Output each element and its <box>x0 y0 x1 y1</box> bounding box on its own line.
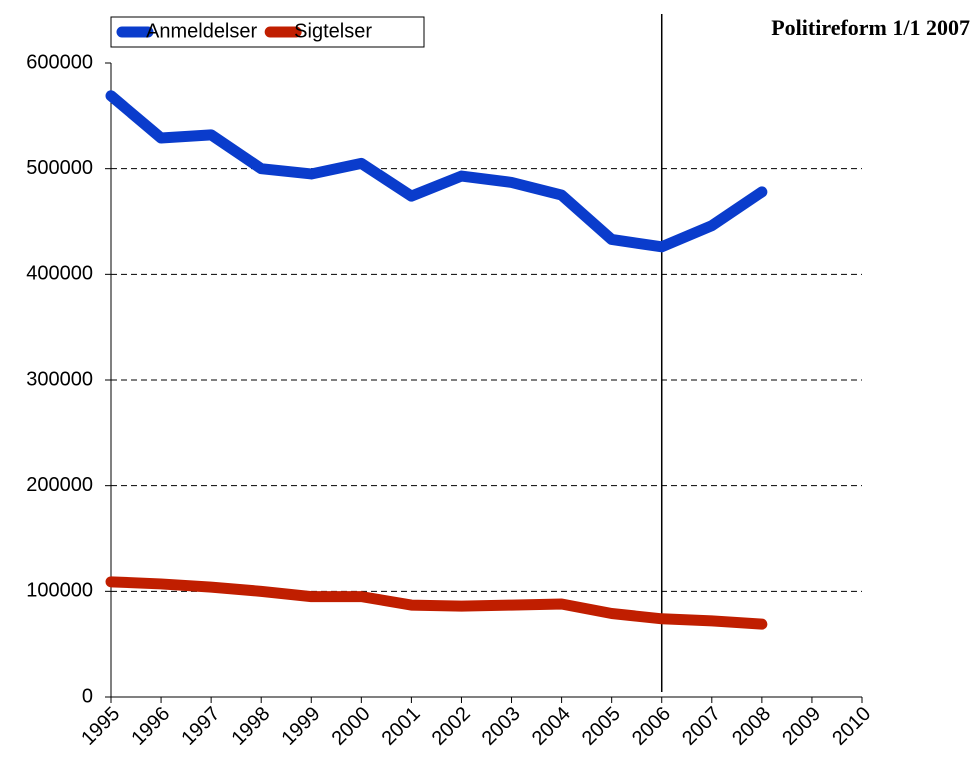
x-tick-label: 2000 <box>328 703 375 750</box>
y-tick-label: 300000 <box>26 368 93 390</box>
y-tick-label: 200000 <box>26 474 93 496</box>
x-tick-label: 1996 <box>127 703 174 750</box>
y-tick-label: 100000 <box>26 580 93 602</box>
x-tick-label: 2009 <box>778 703 825 750</box>
series-line <box>105 576 768 630</box>
annotation: Politireform 1/1 2007 <box>771 15 970 40</box>
x-tick-label: 2004 <box>528 703 575 750</box>
x-tick-label: 1998 <box>227 703 274 750</box>
x-tick-label: 2005 <box>578 703 625 750</box>
x-tick-label: 2002 <box>428 703 475 750</box>
y-tick-label: 600000 <box>26 51 93 73</box>
y-tick-label: 0 <box>82 685 93 707</box>
legend-label: Anmeldelser <box>146 20 258 42</box>
legend-label: Sigtelser <box>294 20 372 42</box>
x-tick-label: 1999 <box>278 703 325 750</box>
x-tick-label: 2008 <box>728 703 775 750</box>
x-tick-label: 2006 <box>628 703 675 750</box>
x-tick-label: 2003 <box>478 703 525 750</box>
x-tick-label: 2007 <box>678 703 725 750</box>
series-line <box>105 90 768 253</box>
y-tick-label: 400000 <box>26 263 93 285</box>
x-tick-label: 2010 <box>828 703 875 750</box>
x-tick-label: 1995 <box>77 703 124 750</box>
y-tick-label: 500000 <box>26 157 93 179</box>
x-tick-label: 2001 <box>378 703 425 750</box>
x-tick-label: 1997 <box>177 703 224 750</box>
